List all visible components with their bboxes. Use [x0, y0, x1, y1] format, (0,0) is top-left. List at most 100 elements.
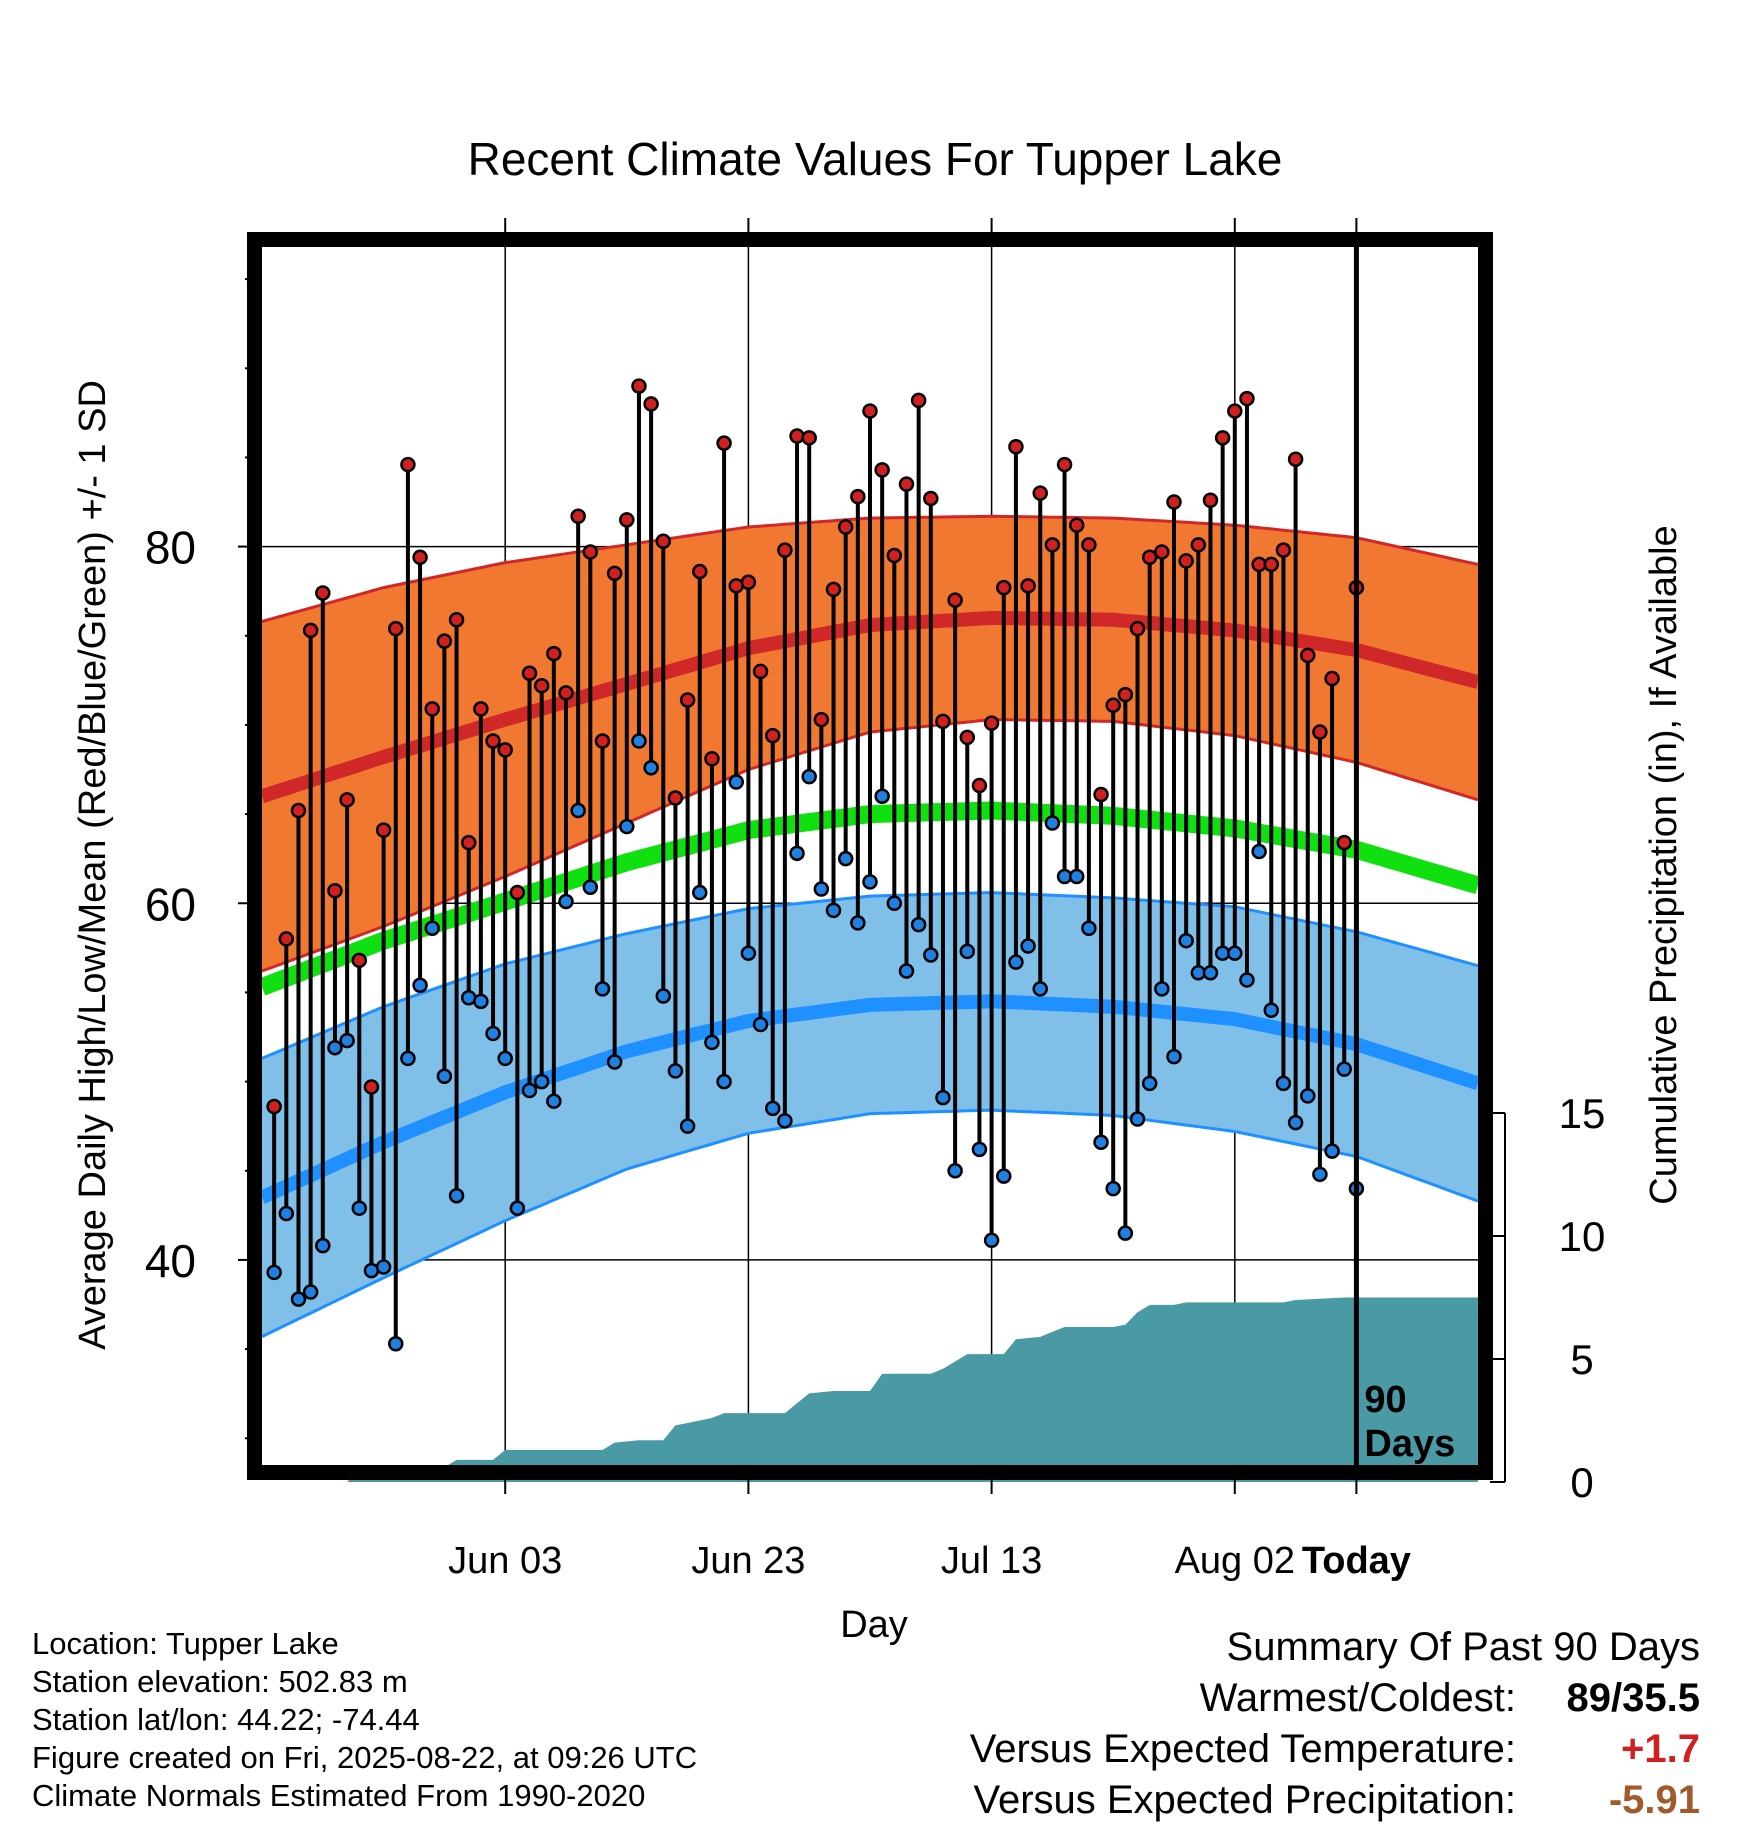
- daily-low-point: [898, 963, 915, 979]
- daily-high-point: [643, 396, 659, 412]
- daily-high-point: [704, 751, 720, 767]
- daily-high-point: [497, 742, 513, 758]
- daily-low-point: [1081, 920, 1097, 936]
- days-window-label-line: 90: [1364, 1379, 1406, 1421]
- daily-high-point: [1056, 456, 1073, 473]
- low-sd-upper-edge: [261, 891, 1479, 1060]
- created-text: Figure created on Fri, 2025-08-22, at 09…: [32, 1740, 698, 1775]
- daily-low-point: [521, 1082, 538, 1099]
- precip-row: Versus Expected Precipitation: -5.91: [970, 1775, 1700, 1826]
- x-tick-label: Jun 03: [448, 1540, 562, 1582]
- daily-low-point: [886, 895, 903, 912]
- daily-high-point: [1263, 556, 1280, 573]
- daily-low-point: [1336, 1061, 1352, 1077]
- daily-high-point: [1324, 670, 1340, 687]
- daily-high-point: [1117, 686, 1134, 703]
- normal-low-line: [259, 994, 1481, 1204]
- daily-high-point: [388, 620, 404, 637]
- daily-low-point: [473, 993, 489, 1010]
- y-tick-label: 60: [145, 878, 196, 930]
- daily-high-point: [375, 822, 392, 838]
- daily-high-point: [862, 403, 878, 419]
- daily-low-point: [558, 893, 574, 910]
- y-tick-label: 40: [145, 1235, 196, 1287]
- daily-high-point: [1202, 492, 1219, 508]
- daily-high-point: [1166, 494, 1182, 510]
- daily-low-point: [1300, 1088, 1316, 1104]
- temp-row: Versus Expected Temperature: +1.7: [970, 1724, 1700, 1775]
- daily-low-point: [971, 1141, 988, 1158]
- daily-high-point: [679, 692, 696, 708]
- daily-high-point: [1287, 451, 1304, 467]
- daily-low-point: [777, 1113, 793, 1129]
- daily-low-point: [752, 1016, 769, 1033]
- daily-low-point: [862, 874, 878, 890]
- days-window-label-line: Days: [1364, 1423, 1455, 1465]
- daily-low-point: [327, 1039, 343, 1056]
- daily-high-point: [1008, 438, 1024, 455]
- daily-high-point: [582, 544, 599, 560]
- daily-low-point: [1129, 1111, 1146, 1127]
- daily-high-point: [533, 677, 550, 694]
- daily-high-point: [594, 733, 611, 749]
- days-window-label: 90 Days: [1364, 1379, 1455, 1465]
- daily-high-point: [667, 790, 684, 806]
- daily-low-point: [533, 1073, 550, 1090]
- daily-high-point: [521, 665, 538, 681]
- daily-low-point: [497, 1050, 513, 1067]
- daily-high-point: [302, 622, 319, 639]
- daily-low-point: [679, 1118, 696, 1134]
- daily-high-point: [1178, 553, 1194, 569]
- daily-low-point: [910, 916, 927, 933]
- daily-low-point: [546, 1093, 562, 1109]
- daily-low-point: [485, 1025, 501, 1042]
- daily-high-point: [850, 488, 866, 505]
- daily-high-point: [1275, 542, 1292, 558]
- daily-low-point: [582, 879, 599, 895]
- x-tick-label: Today: [1302, 1540, 1411, 1582]
- daily-high-point: [910, 392, 927, 409]
- daily-low-point: [290, 1291, 307, 1307]
- summary-title: Summary Of Past 90 Days: [1226, 1625, 1700, 1669]
- daily-high-point: [935, 713, 951, 730]
- daily-high-point: [327, 883, 343, 899]
- daily-low-point: [1044, 815, 1061, 831]
- daily-low-point: [655, 988, 672, 1004]
- daily-high-point: [460, 834, 477, 851]
- precip-label: Versus Expected Precipitation:: [973, 1778, 1516, 1822]
- daily-high-point: [1239, 390, 1255, 407]
- daily-low-point: [619, 818, 635, 835]
- chart-title: Recent Climate Values For Tupper Lake: [468, 133, 1283, 185]
- elevation-text: Station elevation: 502.83 m: [32, 1664, 408, 1699]
- daily-high-point: [339, 792, 355, 808]
- daily-low-point: [728, 774, 744, 790]
- daily-low-point: [740, 945, 757, 961]
- daily-temperature-marks: [266, 378, 1365, 1352]
- daily-high-point: [996, 579, 1012, 596]
- y-tick-label: 80: [145, 522, 196, 574]
- temp-value: +1.7: [1621, 1727, 1700, 1771]
- daily-high-point: [1300, 647, 1316, 664]
- low-sd-lower-edge: [261, 1108, 1479, 1338]
- daily-low-point: [1117, 1225, 1134, 1241]
- daily-low-point: [570, 802, 586, 819]
- daily-high-point: [1141, 549, 1158, 566]
- y2-tick-label: 0: [1570, 1459, 1593, 1506]
- x-tick-label: Aug 02: [1175, 1540, 1295, 1582]
- daily-low-point: [1287, 1114, 1304, 1131]
- daily-high-point: [777, 542, 793, 558]
- precip-value: -5.91: [1608, 1778, 1700, 1822]
- daily-low-point: [1324, 1143, 1340, 1159]
- daily-low-point: [764, 1100, 781, 1117]
- daily-high-point: [290, 802, 307, 819]
- daily-high-point: [631, 378, 647, 394]
- daily-low-point: [837, 850, 854, 867]
- daily-low-point: [1154, 981, 1170, 997]
- daily-low-point: [351, 1200, 368, 1216]
- daily-high-point: [959, 729, 976, 746]
- x-tick-label: Jun 23: [691, 1540, 805, 1582]
- daily-low-point: [935, 1089, 951, 1106]
- daily-low-point: [1068, 868, 1085, 885]
- daily-high-point: [509, 884, 526, 901]
- daily-low-point: [923, 947, 939, 963]
